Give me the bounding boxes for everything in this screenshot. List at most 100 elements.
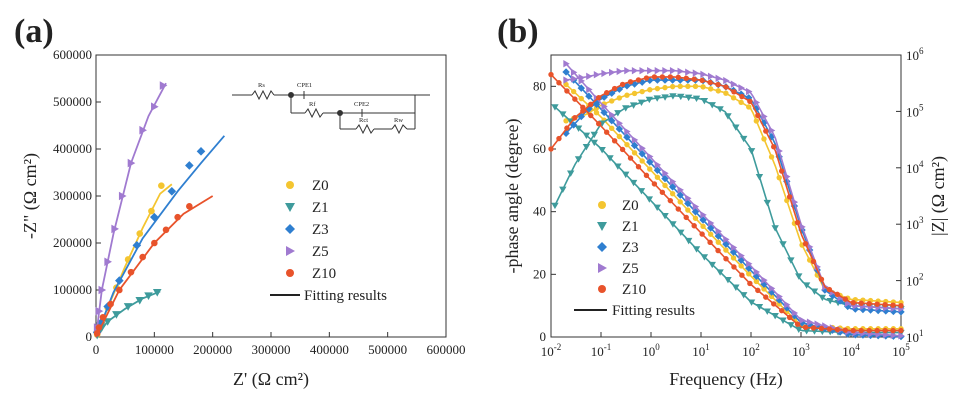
panel-b-phase-point-z1 <box>818 294 827 302</box>
panel-b-phase-point-z10 <box>564 125 570 131</box>
panel-a-point-z3 <box>150 212 159 222</box>
panel-b-modulus-point-z1 <box>724 276 732 284</box>
panel-b-modulus-point-z5 <box>799 316 806 324</box>
panel-b-modulus-point-z0 <box>746 271 752 277</box>
panel-b-modulus-point-z3 <box>691 208 700 216</box>
panel-b-phase-point-z0 <box>768 154 775 160</box>
panel-b-modulus-point-z1 <box>795 326 803 333</box>
panel-b-phase-point-z10 <box>810 258 817 265</box>
panel-b-modulus-point-z10 <box>723 256 729 262</box>
panel-b-phase-point-z10 <box>707 79 713 86</box>
panel-a-point-z10 <box>127 268 135 276</box>
panel-b-modulus-point-z0 <box>707 231 714 237</box>
panel-b-x-axis-label: Frequency (Hz) <box>669 369 782 390</box>
panel-b-phase-point-z0 <box>685 83 691 90</box>
panel-b-modulus-point-z10 <box>659 189 666 195</box>
panel-b-phase-point-z10 <box>747 98 753 105</box>
panel-b-legend: Z0 Z1 Z3 Z5 Z10 Fitting results <box>574 198 695 319</box>
panel-a-legend-label: Z1 <box>312 200 329 216</box>
panel-b-y-right-tick-label-base: 10 <box>906 104 919 119</box>
panel-b-phase-point-z0 <box>723 90 729 96</box>
panel-b-phase-point-z5 <box>692 69 700 77</box>
panel-a-point-z5 <box>127 158 136 168</box>
panel-b-modulus-point-z10 <box>572 96 578 102</box>
panel-a-point-z5 <box>111 224 119 234</box>
panel-a-point-z10 <box>95 324 103 331</box>
panel-b-modulus-point-z5 <box>791 309 799 317</box>
panel-b-modulus-point-z3 <box>661 174 669 183</box>
panel-a-x-tick-label: 100000 <box>135 342 174 357</box>
panel-a-point-z1 <box>123 303 133 311</box>
panel-b-y-right-tick-label-exponent: 3 <box>919 215 924 225</box>
panel-b-phase-point-z1 <box>716 106 724 113</box>
panel-b-phase-point-z0 <box>761 136 767 142</box>
panel-b-phase-point-z5 <box>624 66 631 75</box>
panel-b-phase-point-z1 <box>771 225 779 232</box>
panel-b-phase-point-z5 <box>784 172 791 181</box>
panel-b-legend-label: Z5 <box>622 261 639 277</box>
circuit-label-cpe1: CPE1 <box>297 82 312 89</box>
panel-b-modulus-point-z1 <box>598 146 606 154</box>
panel-b-modulus-point-z1 <box>740 292 748 299</box>
panel-b-y-left-tick-label: 60 <box>533 141 546 156</box>
panel-b-modulus-point-z0 <box>616 133 623 140</box>
panel-b-modulus-point-z5 <box>715 227 723 235</box>
panel-b-modulus-point-z3 <box>630 141 639 150</box>
panel-b-modulus-point-z5 <box>776 292 783 301</box>
panel-b-y-right-tick-label: 103 <box>906 215 924 232</box>
panel-b-modulus-point-z3 <box>813 322 821 331</box>
panel-a-point-z10 <box>99 313 107 321</box>
panel-b-phase-point-z10 <box>611 85 618 92</box>
panel-b-phase-point-z10 <box>763 128 769 134</box>
panel-a-label: (a) <box>14 13 54 50</box>
panel-b-phase-point-z1 <box>700 97 709 105</box>
panel-a-point-z10 <box>162 226 170 234</box>
panel-a-point-z1 <box>152 289 162 297</box>
panel-b-phase-point-z10 <box>826 286 833 293</box>
panel-b-phase-point-z10 <box>572 114 578 121</box>
panel-b-y-right-tick-label-exponent: 4 <box>919 159 924 169</box>
panel-b-modulus-point-z10 <box>627 155 634 161</box>
panel-b-phase-point-z0 <box>715 88 722 94</box>
panel-b-modulus-point-z3 <box>646 158 654 166</box>
panel-b-modulus-point-z5 <box>647 152 654 161</box>
panel-b-phase-point-z1 <box>645 96 654 104</box>
panel-b-phase-point-z1 <box>582 143 591 151</box>
panel-b-phase-point-z1 <box>614 110 622 117</box>
panel-b-modulus-point-z1 <box>629 179 638 187</box>
panel-b-phase-point-z0 <box>753 118 760 124</box>
panel-b-phase-point-z5 <box>570 75 578 83</box>
panel-b-phase-point-z3 <box>577 112 585 121</box>
panel-b-modulus-point-z0 <box>761 286 767 292</box>
panel-b-y-right-axis-label: |Z| (Ω cm²) <box>928 156 949 236</box>
panel-b-phase-point-z3 <box>623 82 631 90</box>
panel-b-modulus-point-z10 <box>794 321 801 327</box>
panel-b-y-right-tick-label-base: 10 <box>906 330 919 345</box>
panel-b-phase-line-z1 <box>554 95 902 310</box>
panel-b-x-tick-label-exponent: -1 <box>604 342 612 352</box>
panel-b-y-left-axis-label: -phase angle (degree) <box>502 119 523 274</box>
panel-b-phase-point-z1 <box>559 186 567 193</box>
panel-b-phase-point-z3 <box>767 133 776 141</box>
panel-b-phase-point-z10 <box>794 219 801 226</box>
panel-b-modulus-point-z5 <box>700 211 707 219</box>
panel-b-phase-point-z0 <box>616 95 623 101</box>
panel-b-modulus-point-z5 <box>898 332 905 340</box>
panel-b-phase-point-z0 <box>647 87 653 93</box>
panel-b-modulus-point-z3 <box>585 92 593 100</box>
panel-a-x-tick-label: 400000 <box>310 342 349 357</box>
panel-b-phase-point-z10 <box>643 75 650 81</box>
panel-b-phase-point-z5 <box>685 68 692 76</box>
panel-b-y-left-tick-label: 80 <box>533 78 546 93</box>
panel-b-modulus-point-z1 <box>622 171 630 179</box>
circuit-label-rw: Rw <box>394 117 403 124</box>
panel-b-x-tick-label-base: 10 <box>692 344 705 359</box>
panel-b-phase-point-z10 <box>635 77 642 83</box>
panel-b-phase-point-z5 <box>601 69 608 78</box>
panel-b-modulus-point-z10 <box>874 327 880 334</box>
panel-b-phase-point-z10 <box>842 296 849 302</box>
panel-b-modulus-point-z0 <box>609 125 615 132</box>
panel-b-modulus-point-z5 <box>631 136 639 144</box>
panel-b-phase-point-z1 <box>810 288 819 295</box>
panel-b-modulus-point-z10 <box>866 327 872 334</box>
